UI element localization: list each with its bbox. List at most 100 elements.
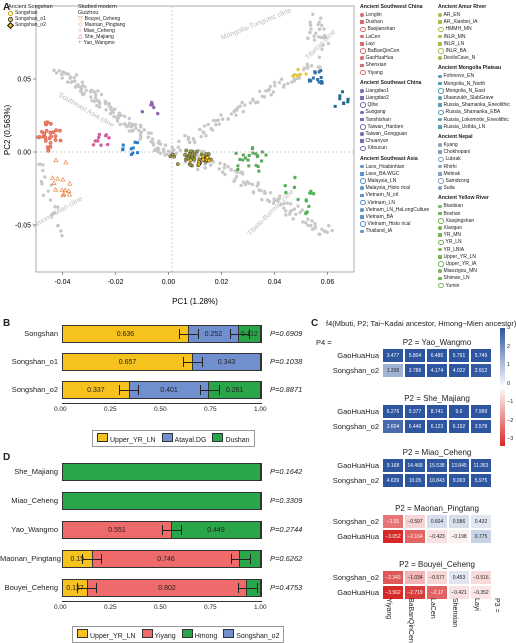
pca-point (338, 97, 342, 101)
pca-point (211, 118, 216, 123)
pca-point (93, 139, 98, 143)
pca-point (229, 112, 234, 116)
bar-x-axis (62, 601, 262, 602)
pca-point (293, 175, 297, 180)
heatmap-row-label: GaoHuaHua (337, 588, 379, 597)
pca-point (93, 96, 98, 100)
legend-group-item: Taiwan_Hanben (360, 124, 403, 130)
heatmap-cell: 6.276 (382, 404, 404, 419)
pca-point (245, 180, 250, 184)
heatmap-cell: 14.468 (404, 458, 426, 473)
pca-point (318, 65, 322, 69)
legend-marker-icon (360, 145, 366, 152)
pca-point (317, 27, 322, 32)
pca-point (271, 90, 276, 94)
legend-marker-icon (360, 96, 364, 100)
pca-point (163, 143, 168, 147)
pca-point (187, 152, 192, 157)
legend-marker-icon (438, 204, 442, 209)
pca-point (304, 72, 308, 76)
pca-point (296, 67, 300, 72)
legend-group-item: Russia_Lokomotiv_Eneolithic (438, 117, 509, 123)
pca-point (53, 186, 59, 192)
pca-point (166, 149, 171, 153)
pca-xtick-label: -0.04 (55, 279, 71, 286)
legend-marker-icon (360, 117, 364, 122)
pca-point (158, 151, 163, 156)
pca-point (323, 229, 327, 233)
pca-point (188, 163, 193, 167)
legend-marker-icon (438, 269, 442, 273)
heatmap-row-label: Songshan_o2 (332, 366, 379, 375)
legend-group-item: Bianbian (438, 203, 463, 209)
legend-group-item: AR_Xianbei_IA (438, 19, 477, 25)
pca-point (140, 110, 145, 114)
pca-point (67, 180, 73, 186)
legend-marker-icon (360, 172, 364, 176)
pca-point (307, 204, 311, 209)
p-value: P=0.3309 (270, 496, 303, 505)
pca-point (207, 158, 212, 163)
bar-x-axis (62, 403, 262, 404)
bar-x-tick: 0.25 (104, 406, 117, 413)
pca-point (134, 122, 138, 127)
pca-point (84, 88, 89, 93)
pca-point (311, 76, 315, 80)
legend-marker-icon (360, 26, 366, 33)
pca-point (282, 201, 286, 206)
pca-point (52, 68, 56, 72)
pca-point (292, 79, 297, 83)
heatmap-cell: 0.453 (448, 570, 470, 585)
pca-point (316, 78, 320, 82)
legend-item-yao: + Yao_Wangmo (78, 40, 115, 46)
pca-point (199, 134, 203, 139)
legend-marker-icon (360, 102, 366, 108)
heatmap-cell: 13.845 (448, 458, 470, 473)
pca-point (174, 151, 178, 156)
heatmap-cell: −3.052 (382, 529, 404, 544)
legend-marker-icon (438, 211, 442, 216)
legend-group-item: Baojianshan (360, 26, 395, 32)
pca-point (60, 176, 66, 182)
pca-point (203, 166, 207, 170)
pca-point (94, 93, 98, 97)
pca-point (192, 157, 197, 162)
heatmap-cell: −0.423 (426, 529, 448, 544)
pca-point (284, 213, 288, 217)
legend-item-songshan: Songshan (8, 10, 53, 16)
pca-point (53, 157, 59, 163)
pca-point (326, 41, 331, 46)
error-bar (82, 554, 102, 564)
stacked-bar: 0.15 0.746 (62, 550, 262, 568)
pca-point (229, 168, 233, 172)
pca-point (279, 77, 284, 81)
legend-marker-icon (438, 143, 442, 147)
pca-point (43, 135, 48, 140)
bar-row-label: She_Majiang (14, 467, 58, 476)
bar-legend-item: Upper_YR_LN (97, 433, 156, 444)
pca-point (104, 108, 108, 112)
pca-ylabel: PC2 (0.563%) (3, 105, 12, 156)
legend-group-item: Taiwan_Gongguan (360, 131, 407, 137)
error-bar (229, 329, 250, 339)
pca-point (108, 111, 113, 116)
pca-point (131, 128, 135, 133)
legend-marker-icon (438, 42, 442, 46)
pca-point (109, 105, 113, 109)
bar-segment: 0.343 (193, 354, 261, 370)
legend-group-item: INLR_BA (438, 48, 466, 54)
heatmap-row-label: Songshan_o2 (332, 517, 379, 526)
pca-point (152, 105, 156, 110)
legend-group-item: Yumin (438, 283, 459, 289)
pca-point (217, 167, 222, 171)
pca-point (306, 36, 310, 40)
pca-point (46, 148, 51, 153)
pca-point (56, 205, 60, 209)
legend-group-item: Lubrak (438, 156, 461, 162)
legend-marker-icon (438, 34, 442, 39)
pca-point (220, 170, 225, 174)
legend-group-title: Ancient Mongolia Plateau (438, 65, 502, 72)
pca-point (257, 89, 262, 94)
bar-legend-item: Songshan_o2 (223, 629, 279, 640)
heatmap-cell: 11.363 (470, 458, 492, 473)
